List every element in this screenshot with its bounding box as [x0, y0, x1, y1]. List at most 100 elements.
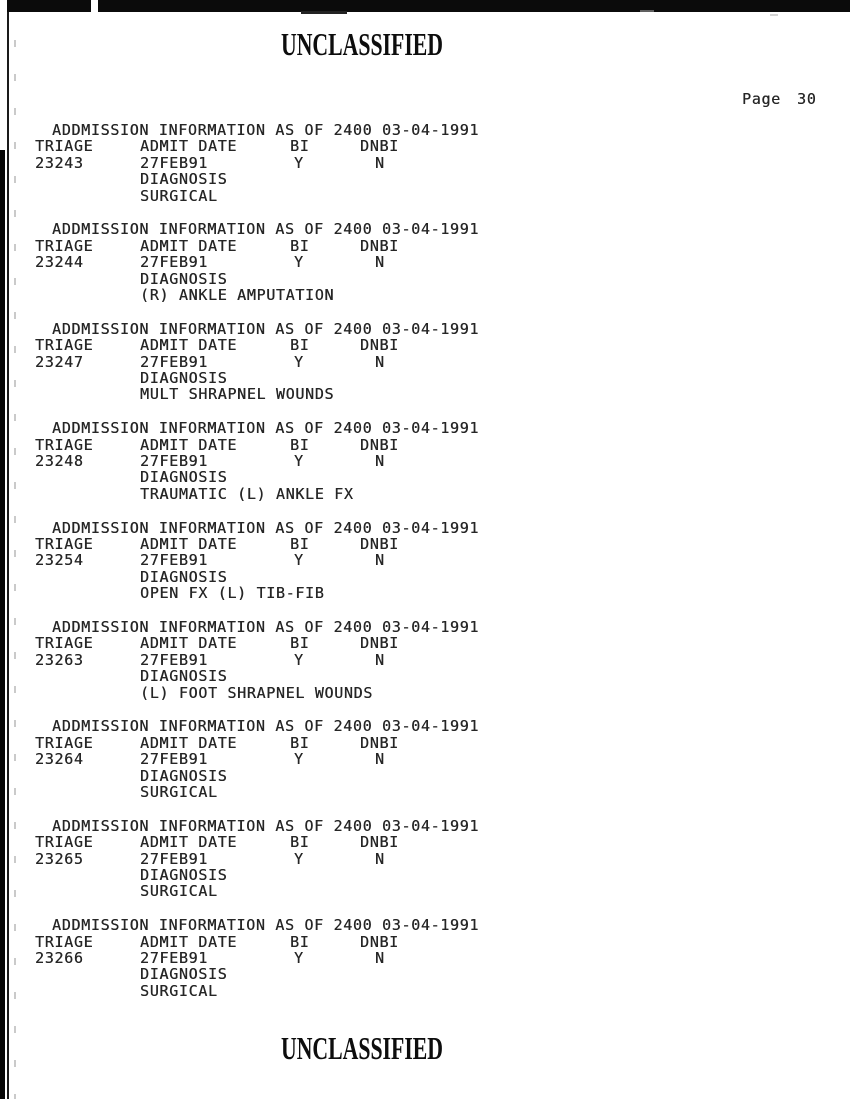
- dnbi-column-label: DNBI: [360, 534, 399, 553]
- admission-record: ADDMISSION INFORMATION AS OF 2400 03-04-…: [35, 420, 735, 519]
- dnbi-value: N: [375, 352, 385, 371]
- classification-header: UNCLASSIFIED: [280, 26, 444, 62]
- diagnosis-value: (L) FOOT SHRAPNEL WOUNDS: [140, 683, 373, 702]
- admission-record: ADDMISSION INFORMATION AS OF 2400 03-04-…: [35, 718, 735, 817]
- dnbi-column-label: DNBI: [360, 236, 399, 255]
- triage-number: 23247: [35, 352, 84, 371]
- triage-number: 23266: [35, 948, 84, 967]
- triage-number: 23265: [35, 849, 84, 868]
- admit-date-value: 27FEB91: [140, 650, 208, 669]
- diagnosis-label: DIAGNOSIS: [140, 667, 228, 686]
- admit-date-value: 27FEB91: [140, 551, 208, 570]
- bi-column-label: BI: [290, 733, 310, 752]
- admission-record: ADDMISSION INFORMATION AS OF 2400 03-04-…: [35, 321, 735, 420]
- bi-value: Y: [294, 153, 304, 172]
- triage-column-label: TRIAGE: [35, 932, 94, 951]
- bi-value: Y: [294, 650, 304, 669]
- scan-smudge: [301, 11, 347, 14]
- triage-column-label: TRIAGE: [35, 634, 94, 653]
- scan-speck: [770, 14, 778, 16]
- admission-record: ADDMISSION INFORMATION AS OF 2400 03-04-…: [35, 520, 735, 619]
- diagnosis-label: DIAGNOSIS: [140, 865, 228, 884]
- record-title: ADDMISSION INFORMATION AS OF 2400 03-04-…: [52, 220, 480, 239]
- triage-column-label: TRIAGE: [35, 833, 94, 852]
- bi-column-label: BI: [290, 833, 310, 852]
- bi-value: Y: [294, 750, 304, 769]
- admit-date-column-label: ADMIT DATE: [140, 534, 238, 553]
- triage-column-label: TRIAGE: [35, 236, 94, 255]
- record-title: ADDMISSION INFORMATION AS OF 2400 03-04-…: [52, 419, 480, 438]
- dnbi-value: N: [375, 948, 385, 967]
- admit-date-value: 27FEB91: [140, 948, 208, 967]
- dnbi-value: N: [375, 849, 385, 868]
- admit-date-value: 27FEB91: [140, 352, 208, 371]
- admit-date-column-label: ADMIT DATE: [140, 336, 238, 355]
- triage-number: 23264: [35, 750, 84, 769]
- admission-record: ADDMISSION INFORMATION AS OF 2400 03-04-…: [35, 818, 735, 917]
- diagnosis-label: DIAGNOSIS: [140, 468, 228, 487]
- dnbi-column-label: DNBI: [360, 336, 399, 355]
- triage-number: 23244: [35, 253, 84, 272]
- bi-value: Y: [294, 253, 304, 272]
- diagnosis-label: DIAGNOSIS: [140, 567, 228, 586]
- diagnosis-value: (R) ANKLE AMPUTATION: [140, 285, 335, 304]
- admission-record: ADDMISSION INFORMATION AS OF 2400 03-04-…: [35, 221, 735, 320]
- diagnosis-value: SURGICAL: [140, 186, 218, 205]
- dnbi-column-label: DNBI: [360, 833, 399, 852]
- diagnosis-value: MULT SHRAPNEL WOUNDS: [140, 385, 335, 404]
- admit-date-column-label: ADMIT DATE: [140, 634, 238, 653]
- record-title: ADDMISSION INFORMATION AS OF 2400 03-04-…: [52, 617, 480, 636]
- scan-top-border: [7, 0, 850, 12]
- admit-date-value: 27FEB91: [140, 153, 208, 172]
- dnbi-column-label: DNBI: [360, 733, 399, 752]
- admission-record: ADDMISSION INFORMATION AS OF 2400 03-04-…: [35, 619, 735, 718]
- bi-column-label: BI: [290, 534, 310, 553]
- triage-number: 23263: [35, 650, 84, 669]
- diagnosis-value: OPEN FX (L) TIB-FIB: [140, 584, 325, 603]
- admit-date-value: 27FEB91: [140, 253, 208, 272]
- bi-column-label: BI: [290, 435, 310, 454]
- record-title: ADDMISSION INFORMATION AS OF 2400 03-04-…: [52, 717, 480, 736]
- diagnosis-label: DIAGNOSIS: [140, 368, 228, 387]
- dnbi-value: N: [375, 551, 385, 570]
- admit-date-column-label: ADMIT DATE: [140, 137, 238, 156]
- record-title: ADDMISSION INFORMATION AS OF 2400 03-04-…: [52, 816, 480, 835]
- diagnosis-value: SURGICAL: [140, 882, 218, 901]
- admit-date-value: 27FEB91: [140, 451, 208, 470]
- diagnosis-value: SURGICAL: [140, 782, 218, 801]
- scan-left-dashes: [14, 40, 16, 1099]
- triage-column-label: TRIAGE: [35, 435, 94, 454]
- page-label: Page: [742, 90, 781, 108]
- diagnosis-label: DIAGNOSIS: [140, 766, 228, 785]
- dnbi-column-label: DNBI: [360, 932, 399, 951]
- record-title: ADDMISSION INFORMATION AS OF 2400 03-04-…: [52, 319, 480, 338]
- diagnosis-label: DIAGNOSIS: [140, 269, 228, 288]
- bi-value: Y: [294, 352, 304, 371]
- dnbi-value: N: [375, 650, 385, 669]
- admission-record: ADDMISSION INFORMATION AS OF 2400 03-04-…: [35, 122, 735, 221]
- classification-footer: UNCLASSIFIED: [280, 1030, 444, 1066]
- admission-record: ADDMISSION INFORMATION AS OF 2400 03-04-…: [35, 917, 735, 1016]
- triage-column-label: TRIAGE: [35, 336, 94, 355]
- bi-value: Y: [294, 849, 304, 868]
- admit-date-column-label: ADMIT DATE: [140, 733, 238, 752]
- diagnosis-label: DIAGNOSIS: [140, 170, 228, 189]
- dnbi-column-label: DNBI: [360, 137, 399, 156]
- dnbi-value: N: [375, 153, 385, 172]
- triage-number: 23254: [35, 551, 84, 570]
- bi-value: Y: [294, 551, 304, 570]
- triage-column-label: TRIAGE: [35, 534, 94, 553]
- dnbi-value: N: [375, 750, 385, 769]
- bi-column-label: BI: [290, 137, 310, 156]
- record-title: ADDMISSION INFORMATION AS OF 2400 03-04-…: [52, 121, 480, 139]
- bi-column-label: BI: [290, 236, 310, 255]
- dnbi-column-label: DNBI: [360, 634, 399, 653]
- bi-column-label: BI: [290, 336, 310, 355]
- admit-date-column-label: ADMIT DATE: [140, 833, 238, 852]
- triage-number: 23248: [35, 451, 84, 470]
- scan-speck: [640, 10, 654, 12]
- records-list: ADDMISSION INFORMATION AS OF 2400 03-04-…: [35, 122, 735, 1017]
- admit-date-column-label: ADMIT DATE: [140, 236, 238, 255]
- record-title: ADDMISSION INFORMATION AS OF 2400 03-04-…: [52, 916, 480, 935]
